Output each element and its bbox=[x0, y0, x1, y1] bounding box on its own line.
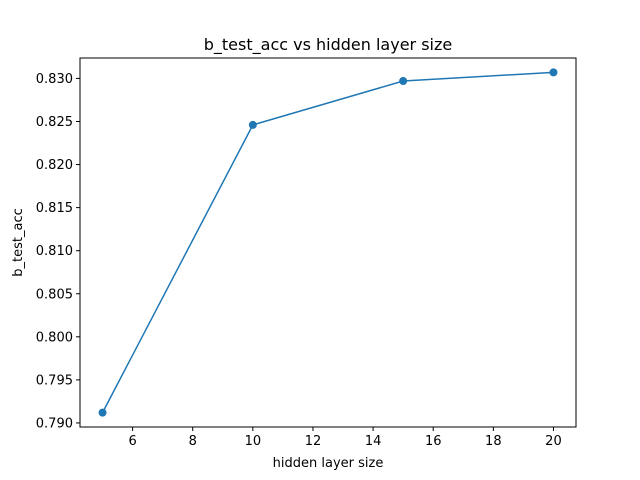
y-tick-label: 0.795 bbox=[36, 373, 73, 388]
x-tick-label: 8 bbox=[189, 434, 197, 449]
y-tick-label: 0.790 bbox=[36, 416, 73, 431]
x-tick-label: 12 bbox=[305, 434, 322, 449]
data-point bbox=[248, 120, 257, 129]
data-point bbox=[549, 68, 558, 77]
y-tick-label: 0.815 bbox=[36, 201, 73, 216]
y-axis-ticks: 0.790 0.795 0.800 0.805 0.810 0.815 0.820 0.825… bbox=[36, 72, 80, 431]
series-layer bbox=[98, 68, 558, 417]
data-point bbox=[98, 408, 107, 417]
y-tick-label: 0.830 bbox=[36, 72, 73, 87]
y-axis-label: b_test_acc bbox=[11, 208, 26, 276]
x-tick-label: 20 bbox=[545, 434, 562, 449]
y-tick-label: 0.810 bbox=[36, 244, 73, 259]
y-tick-label: 0.820 bbox=[36, 158, 73, 173]
x-tick-label: 16 bbox=[425, 434, 442, 449]
y-tick-label: 0.805 bbox=[36, 287, 73, 302]
x-tick-label: 14 bbox=[365, 434, 382, 449]
x-axis-ticks: 6 8 10 12 14 16 18 20 bbox=[128, 427, 562, 449]
series-line bbox=[101, 71, 554, 413]
x-tick-label: 18 bbox=[485, 434, 502, 449]
y-tick-label: 0.825 bbox=[36, 115, 73, 130]
chart-title: b_test_acc vs hidden layer size bbox=[204, 35, 452, 55]
x-tick-label: 6 bbox=[128, 434, 136, 449]
x-tick-label: 10 bbox=[245, 434, 262, 449]
plot-area bbox=[79, 57, 577, 428]
y-tick-label: 0.800 bbox=[36, 330, 73, 345]
x-axis-label: hidden layer size bbox=[273, 456, 384, 471]
data-point bbox=[399, 76, 408, 85]
axes-frame bbox=[79, 57, 577, 428]
